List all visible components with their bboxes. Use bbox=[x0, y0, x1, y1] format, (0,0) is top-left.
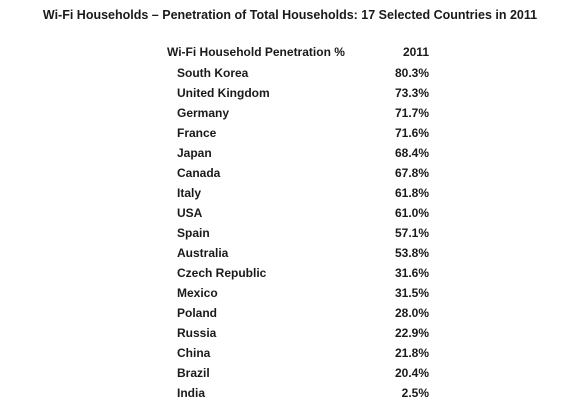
country-label: Germany bbox=[177, 106, 230, 120]
penetration-value: 31.6% bbox=[394, 266, 429, 280]
header-penetration-label: Wi-Fi Household Penetration % bbox=[167, 45, 345, 59]
table-row: Czech Republic 31.6% bbox=[0, 266, 580, 286]
penetration-value: 61.0% bbox=[394, 206, 429, 220]
penetration-value: 80.3% bbox=[394, 66, 429, 80]
country-label: Australia bbox=[177, 246, 229, 260]
table-row: Mexico 31.5% bbox=[0, 286, 580, 306]
penetration-value: 2.5% bbox=[401, 386, 429, 400]
table-body: South Korea 80.3% United Kingdom 73.3% Germa… bbox=[0, 66, 580, 406]
country-label: Spain bbox=[177, 226, 210, 240]
country-label: USA bbox=[177, 206, 203, 220]
penetration-value: 68.4% bbox=[394, 146, 429, 160]
country-label: South Korea bbox=[177, 66, 249, 80]
penetration-value: 22.9% bbox=[394, 326, 429, 340]
table-row: India 2.5% bbox=[0, 386, 580, 406]
table-row: Poland 28.0% bbox=[0, 306, 580, 326]
penetration-value: 73.3% bbox=[394, 86, 429, 100]
table-row: France 71.6% bbox=[0, 126, 580, 146]
country-label: Mexico bbox=[177, 286, 218, 300]
table-row: Russia 22.9% bbox=[0, 326, 580, 346]
penetration-value: 28.0% bbox=[394, 306, 429, 320]
penetration-value: 71.7% bbox=[394, 106, 429, 120]
country-label: France bbox=[177, 126, 217, 140]
table-row: Japan 68.4% bbox=[0, 146, 580, 166]
table-row: USA 61.0% bbox=[0, 206, 580, 226]
penetration-value: 61.8% bbox=[394, 186, 429, 200]
table-row: United Kingdom 73.3% bbox=[0, 86, 580, 106]
table-row: Italy 61.8% bbox=[0, 186, 580, 206]
country-label: United Kingdom bbox=[177, 86, 270, 100]
country-label: China bbox=[177, 346, 211, 360]
penetration-value: 21.8% bbox=[394, 346, 429, 360]
table-row: Brazil 20.4% bbox=[0, 366, 580, 386]
country-label: Poland bbox=[177, 306, 218, 320]
penetration-value: 67.8% bbox=[394, 166, 429, 180]
country-label: Czech Republic bbox=[177, 266, 267, 280]
country-label: India bbox=[177, 386, 206, 400]
header-year-label: 2011 bbox=[402, 45, 429, 59]
penetration-value: 20.4% bbox=[394, 366, 429, 380]
table-row: Germany 71.7% bbox=[0, 106, 580, 126]
country-label: Brazil bbox=[177, 366, 210, 380]
penetration-value: 71.6% bbox=[394, 126, 429, 140]
penetration-value: 31.5% bbox=[394, 286, 429, 300]
penetration-value: 53.8% bbox=[394, 246, 429, 260]
table-row: Spain 57.1% bbox=[0, 226, 580, 246]
country-label: Russia bbox=[177, 326, 217, 340]
table-row: China 21.8% bbox=[0, 346, 580, 366]
penetration-value: 57.1% bbox=[394, 226, 429, 240]
country-label: Japan bbox=[177, 146, 212, 160]
table-row: South Korea 80.3% bbox=[0, 66, 580, 86]
table-row: Canada 67.8% bbox=[0, 166, 580, 186]
country-label: Italy bbox=[177, 186, 202, 200]
country-label: Canada bbox=[177, 166, 221, 180]
table-header: Wi-Fi Household Penetration % 2011 bbox=[0, 45, 580, 61]
table-title: Wi-Fi Households – Penetration of Total … bbox=[42, 8, 538, 22]
table-row: Australia 53.8% bbox=[0, 246, 580, 266]
